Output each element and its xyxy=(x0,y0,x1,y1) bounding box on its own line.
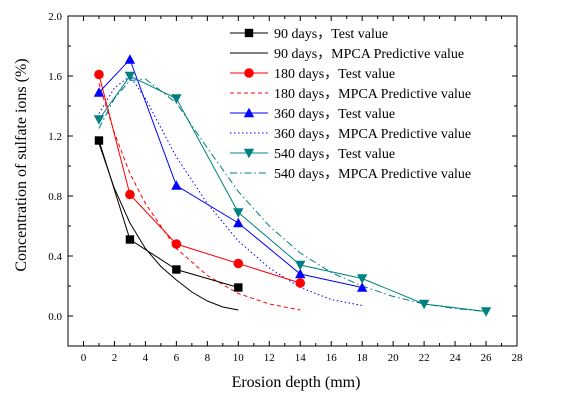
data-point xyxy=(480,307,492,317)
legend-label: 540 days，MPCA Predictive value xyxy=(274,167,471,182)
data-point xyxy=(295,260,306,271)
predictive-curve xyxy=(98,143,239,311)
data-point xyxy=(234,283,243,292)
y-tick-label: 0.0 xyxy=(48,311,62,323)
x-tick-label: 6 xyxy=(174,352,180,364)
predictive-curve xyxy=(98,78,487,312)
data-point xyxy=(295,268,306,279)
y-axis-title: Concentration of sulfate ions (%) xyxy=(13,58,30,271)
legend-label: 90 days，Test value xyxy=(274,27,388,42)
data-point xyxy=(171,239,182,249)
data-point xyxy=(171,94,182,104)
x-tick-label: 14 xyxy=(295,352,307,364)
data-point xyxy=(356,282,368,292)
y-tick-label: 2.0 xyxy=(48,11,62,23)
legend-label: 540 days，Test value xyxy=(274,147,395,162)
x-tick-label: 4 xyxy=(143,352,149,364)
y-tick-label: 0.8 xyxy=(48,191,62,203)
x-tick-label: 24 xyxy=(450,352,462,364)
x-tick-label: 28 xyxy=(512,352,524,364)
data-point xyxy=(233,208,244,218)
legend-marker xyxy=(244,68,254,78)
x-tick-label: 26 xyxy=(481,352,493,364)
legend-label: 360 days，Test value xyxy=(274,107,395,122)
data-point xyxy=(233,217,244,228)
x-tick-label: 0 xyxy=(81,352,87,364)
test-series-line xyxy=(98,58,363,288)
x-tick-label: 10 xyxy=(233,352,245,364)
data-point xyxy=(94,136,104,145)
legend-label: 360 days，MPCA Predictive value xyxy=(274,127,471,142)
plot-frame xyxy=(67,15,518,347)
x-tick-label: 18 xyxy=(357,352,369,364)
x-tick-label: 16 xyxy=(326,352,338,364)
data-point xyxy=(125,189,135,200)
x-tick-label: 12 xyxy=(264,352,275,364)
data-point xyxy=(124,54,136,64)
predictive-curve xyxy=(98,75,363,306)
x-tick-label: 8 xyxy=(205,352,211,364)
plot-area xyxy=(93,54,492,317)
legend-marker xyxy=(243,107,255,118)
data-point xyxy=(93,115,105,125)
y-tick-label: 1.2 xyxy=(48,131,62,143)
test-series-line xyxy=(98,140,239,288)
data-point xyxy=(94,69,104,80)
axes: 0 2 4 6 8 10 12 14 16 18 20 22 24 26 280.00.40.81.21.6… xyxy=(48,11,523,364)
test-series-line xyxy=(98,74,301,284)
x-tick-label: 22 xyxy=(419,352,430,364)
legend-label: 180 days，MPCA Predictive value xyxy=(274,87,471,102)
data-point xyxy=(93,87,105,97)
x-axis-title: Erosion depth (mm) xyxy=(232,374,361,391)
x-tick-label: 20 xyxy=(388,352,400,364)
data-point xyxy=(295,278,306,288)
legend-label: 180 days，Test value xyxy=(274,67,395,82)
legend-marker xyxy=(244,28,254,38)
y-tick-label: 0.4 xyxy=(48,251,62,263)
data-point xyxy=(171,180,182,190)
data-point xyxy=(418,299,430,310)
data-point xyxy=(172,265,181,274)
data-point xyxy=(124,71,136,82)
legend-label: 90 days，MPCA Predictive value xyxy=(274,47,464,62)
y-tick-label: 1.6 xyxy=(48,71,62,83)
test-series-line xyxy=(98,75,487,312)
data-point xyxy=(125,235,135,244)
legend-marker xyxy=(243,148,255,159)
data-point xyxy=(356,274,368,284)
legend: 90 days，Test value 90 days，MPCA Predictiv… xyxy=(230,27,471,182)
x-tick-label: 2 xyxy=(112,352,118,364)
data-point xyxy=(233,258,244,269)
